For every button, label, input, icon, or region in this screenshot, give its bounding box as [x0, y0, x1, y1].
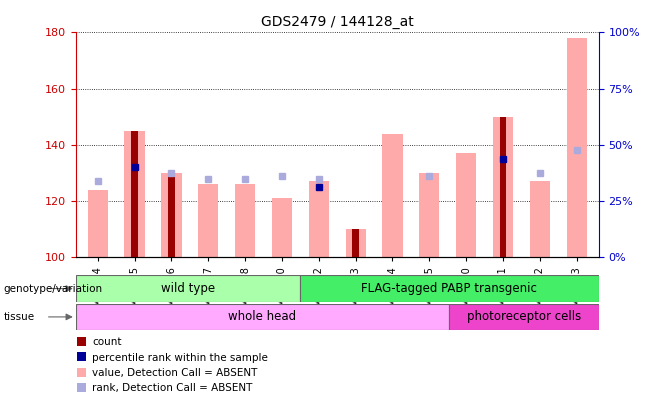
Bar: [88, 190, 108, 257]
Bar: [449, 304, 599, 330]
Bar: [161, 173, 182, 257]
Bar: [76, 304, 449, 330]
Text: value, Detection Call = ABSENT: value, Detection Call = ABSENT: [92, 368, 257, 378]
Bar: [77, 368, 86, 377]
Text: FLAG-tagged PABP transgenic: FLAG-tagged PABP transgenic: [361, 282, 538, 295]
Bar: [77, 337, 86, 346]
Text: photoreceptor cells: photoreceptor cells: [467, 310, 581, 324]
Bar: [235, 184, 255, 257]
Text: genotype/variation: genotype/variation: [3, 284, 103, 294]
Text: tissue: tissue: [3, 312, 34, 322]
Bar: [309, 181, 329, 257]
Bar: [530, 181, 550, 257]
Bar: [272, 198, 292, 257]
Text: wild type: wild type: [161, 282, 215, 295]
Text: percentile rank within the sample: percentile rank within the sample: [92, 353, 268, 362]
Text: whole head: whole head: [228, 310, 297, 324]
Bar: [456, 153, 476, 257]
Bar: [382, 134, 403, 257]
Title: GDS2479 / 144128_at: GDS2479 / 144128_at: [261, 15, 414, 29]
Bar: [345, 229, 366, 257]
Text: rank, Detection Call = ABSENT: rank, Detection Call = ABSENT: [92, 384, 253, 393]
Bar: [77, 352, 86, 361]
Bar: [567, 38, 587, 257]
Bar: [352, 229, 359, 257]
Bar: [300, 275, 599, 302]
Bar: [76, 275, 300, 302]
Bar: [124, 131, 145, 257]
Text: count: count: [92, 337, 122, 347]
Bar: [168, 173, 175, 257]
Bar: [419, 173, 440, 257]
Bar: [499, 117, 506, 257]
Bar: [77, 383, 86, 392]
Bar: [132, 131, 138, 257]
Bar: [198, 184, 218, 257]
Bar: [493, 117, 513, 257]
